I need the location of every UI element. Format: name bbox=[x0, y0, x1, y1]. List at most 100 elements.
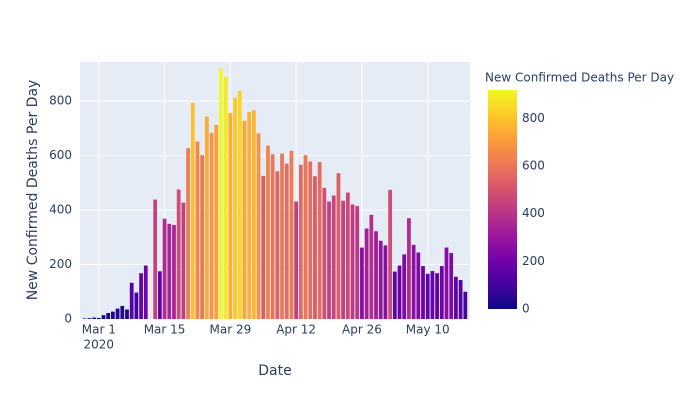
bar bbox=[223, 76, 228, 319]
bar bbox=[383, 245, 388, 319]
bar bbox=[204, 116, 209, 319]
bar bbox=[364, 228, 369, 319]
bar bbox=[402, 254, 407, 319]
bar bbox=[430, 271, 435, 319]
bar bbox=[87, 318, 92, 319]
colorbar-tick-label: 200 bbox=[522, 254, 545, 268]
bar bbox=[242, 120, 247, 319]
bar bbox=[176, 189, 181, 319]
bar bbox=[233, 97, 237, 319]
bar bbox=[228, 112, 233, 319]
colorbar bbox=[488, 90, 517, 309]
bar bbox=[219, 68, 223, 319]
colorbar-tick-label: 800 bbox=[522, 111, 545, 125]
bar bbox=[167, 223, 172, 319]
bar bbox=[82, 318, 87, 319]
bar bbox=[294, 201, 299, 319]
bar bbox=[313, 176, 317, 319]
bar bbox=[237, 90, 242, 319]
bar bbox=[247, 111, 252, 319]
y-tick-label: 400 bbox=[49, 202, 72, 216]
y-tick-label: 200 bbox=[49, 257, 72, 271]
bar bbox=[162, 218, 167, 319]
bar bbox=[96, 317, 101, 319]
bar bbox=[120, 305, 125, 319]
bar bbox=[214, 124, 219, 319]
bar bbox=[275, 171, 280, 319]
bar bbox=[289, 150, 294, 319]
bar bbox=[463, 291, 468, 319]
bar bbox=[435, 273, 439, 319]
bar bbox=[298, 164, 303, 319]
bar bbox=[327, 201, 331, 319]
bar bbox=[158, 271, 162, 319]
bar bbox=[336, 173, 341, 319]
x-axis-title: Date bbox=[258, 363, 291, 379]
bar bbox=[143, 265, 148, 319]
x-tick-label: Mar 15 bbox=[144, 323, 186, 337]
bar bbox=[172, 224, 176, 319]
bar bbox=[378, 240, 383, 319]
bar bbox=[303, 155, 308, 319]
bar bbox=[407, 218, 411, 319]
bar bbox=[209, 132, 214, 319]
colorbar-tick-label: 600 bbox=[522, 159, 545, 173]
bar bbox=[139, 273, 143, 319]
bar bbox=[331, 195, 336, 319]
bar bbox=[134, 292, 139, 319]
bar bbox=[341, 200, 346, 319]
x-tick-label: Apr 26 bbox=[342, 323, 382, 337]
y-tick-label: 800 bbox=[49, 93, 72, 107]
x-tick-label: Apr 12 bbox=[276, 323, 316, 337]
bar bbox=[101, 315, 106, 319]
bar bbox=[369, 214, 374, 319]
bar bbox=[458, 280, 463, 319]
bar bbox=[421, 266, 425, 319]
bar bbox=[388, 189, 392, 319]
bar bbox=[200, 155, 205, 319]
bar bbox=[284, 163, 289, 319]
bar bbox=[125, 309, 129, 319]
bar bbox=[360, 247, 364, 319]
bar bbox=[454, 276, 458, 319]
bar bbox=[322, 187, 327, 319]
bar bbox=[115, 308, 120, 319]
bar bbox=[317, 162, 322, 319]
bar bbox=[195, 141, 200, 319]
bar bbox=[190, 102, 195, 319]
bar bbox=[416, 252, 421, 319]
x-tick-label: Mar 29 bbox=[209, 323, 251, 337]
bar bbox=[345, 192, 350, 319]
x-tick-label: May 10 bbox=[406, 323, 450, 337]
bar bbox=[129, 282, 134, 319]
colorbar-title: New Confirmed Deaths Per Day bbox=[485, 71, 674, 85]
bar bbox=[181, 202, 186, 319]
bar bbox=[350, 204, 355, 319]
x-year-label: 2020 bbox=[84, 338, 115, 352]
bar bbox=[186, 148, 190, 319]
y-tick-label: 600 bbox=[49, 148, 72, 162]
bar bbox=[106, 313, 111, 319]
bar bbox=[261, 175, 266, 319]
bar bbox=[111, 311, 115, 319]
x-tick-label: Mar 1 bbox=[82, 323, 116, 337]
bar bbox=[411, 244, 416, 319]
y-axis-title: New Confirmed Deaths Per Day bbox=[25, 80, 41, 301]
colorbar-tick-label: 400 bbox=[522, 206, 545, 220]
bar bbox=[355, 206, 360, 319]
bar bbox=[449, 253, 454, 319]
bar bbox=[308, 161, 313, 319]
bar bbox=[92, 317, 96, 319]
bar bbox=[392, 271, 397, 319]
bar bbox=[439, 266, 444, 319]
bar bbox=[425, 273, 430, 319]
bar bbox=[270, 154, 275, 319]
bar bbox=[251, 110, 256, 319]
colorbar-tick-label: 0 bbox=[522, 302, 530, 316]
bar bbox=[444, 247, 449, 319]
bar bbox=[374, 231, 378, 319]
bar bbox=[280, 153, 284, 319]
bar bbox=[153, 199, 158, 319]
bar bbox=[397, 265, 402, 319]
